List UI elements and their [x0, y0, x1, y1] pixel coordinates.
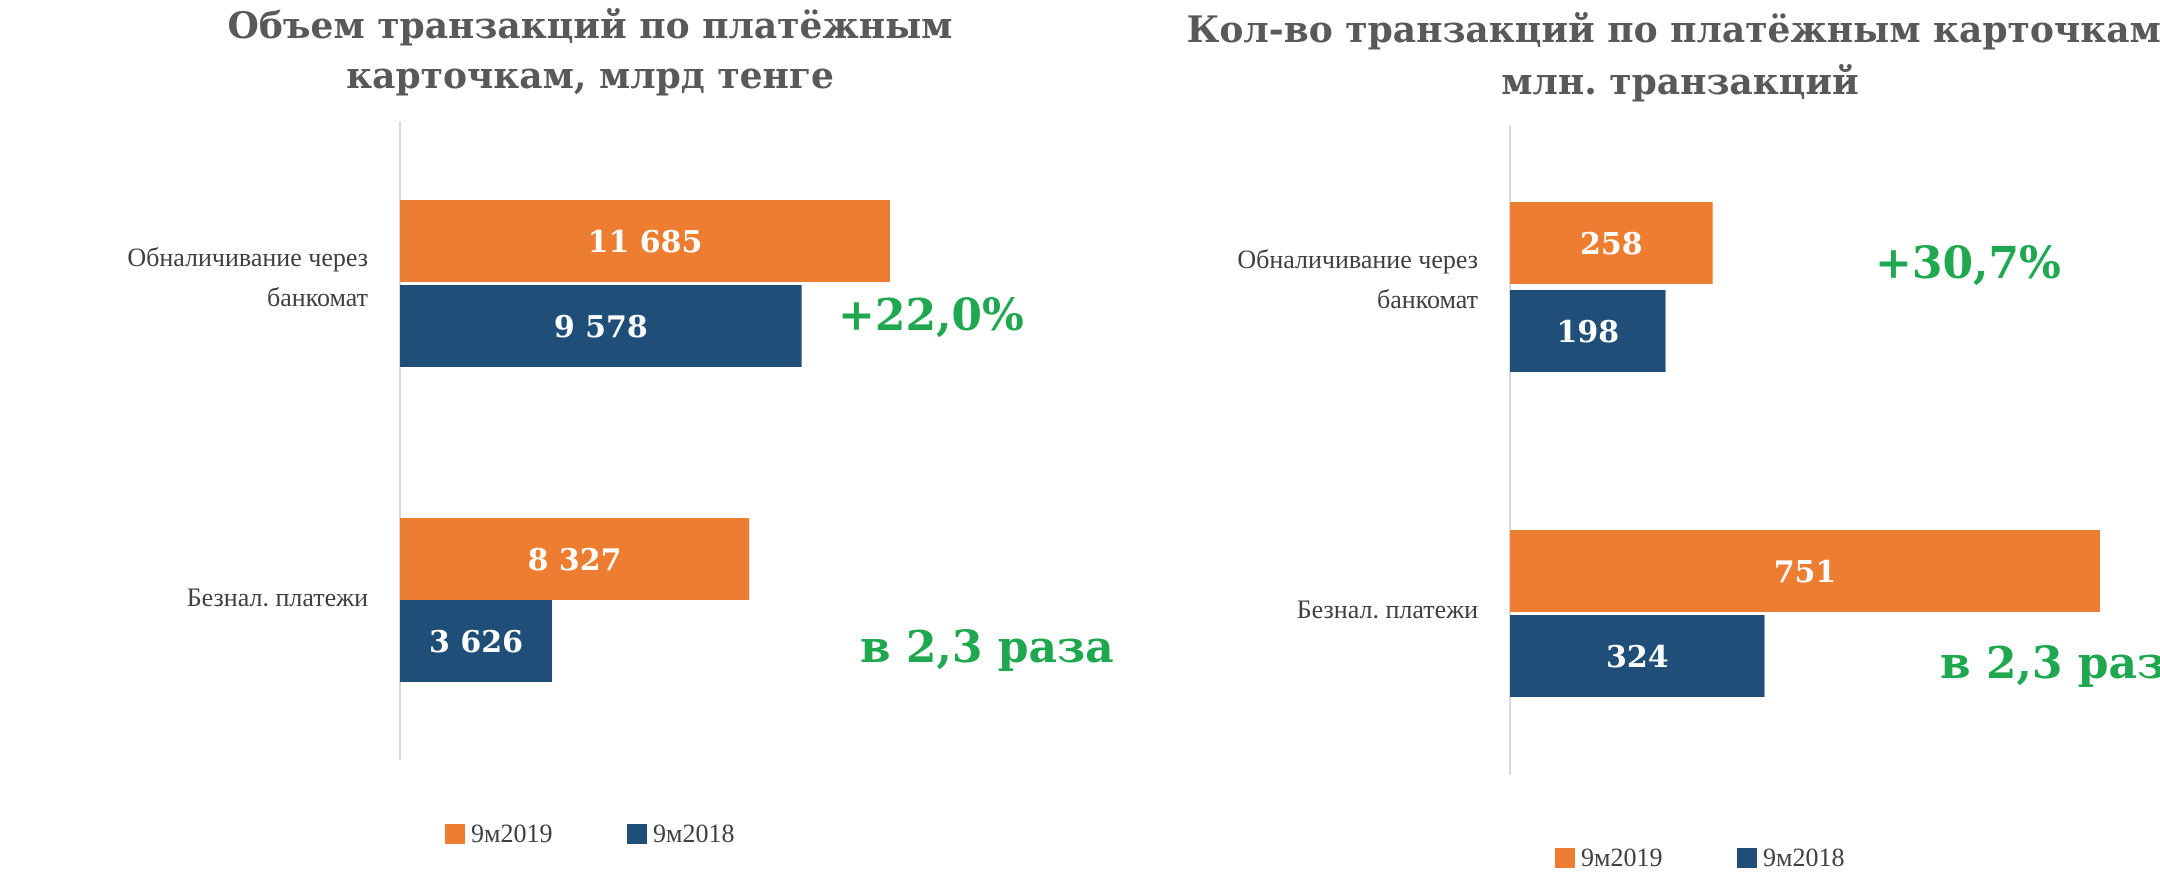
data-label: 198: [1556, 315, 1619, 350]
legend: 9м2019 9м2018: [1555, 843, 1844, 872]
category-label: Обналичивание через: [1237, 245, 1478, 274]
legend: 9м2019 9м2018: [445, 819, 734, 848]
legend-swatch: [1737, 848, 1757, 868]
legend-label: 9м2019: [1581, 843, 1662, 872]
chart-title: млн. транзакций: [1501, 61, 1859, 103]
bar-9м2018-1: [400, 285, 802, 367]
bar-9м2019-1: [1510, 202, 1713, 284]
data-label: 751: [1774, 555, 1837, 590]
growth-annotation: +22,0%: [838, 290, 1024, 341]
chart-title: карточкам, млрд тенге: [346, 55, 834, 97]
chart-title: Объем транзакций по платёжным: [228, 5, 953, 47]
legend-label: 9м2018: [1763, 843, 1844, 872]
data-label: 324: [1606, 640, 1669, 675]
chart-title: Кол-во транзакций по платёжным карточкам…: [1187, 9, 2160, 51]
category-label: Безнал. платежи: [187, 583, 368, 612]
chart-1: Объем транзакций по платёжным карточкам, …: [127, 5, 1113, 848]
data-label: 8 327: [528, 543, 622, 578]
data-label: 258: [1580, 227, 1643, 262]
category-label: Обналичивание через: [127, 243, 368, 272]
legend-label: 9м2019: [471, 819, 552, 848]
category-label: банкомат: [267, 283, 368, 312]
bar-9м2019-2: [400, 518, 750, 600]
legend-swatch: [445, 824, 465, 844]
growth-annotation: в 2,3 раза: [1940, 638, 2160, 689]
bar-9м2018-2: [1510, 615, 1765, 697]
growth-annotation: +30,7%: [1875, 238, 2061, 289]
category-label: банкомат: [1377, 285, 1478, 314]
legend-swatch: [1555, 848, 1575, 868]
data-label: 9 578: [554, 310, 648, 345]
bar-9м2019-1: [400, 200, 890, 282]
chart-2: Кол-во транзакций по платёжным карточкам…: [1187, 9, 2160, 872]
legend-swatch: [627, 824, 647, 844]
bar-9м2018-1: [1510, 290, 1666, 372]
category-label: Безнал. платежи: [1297, 595, 1478, 624]
bar-9м2019-2: [1510, 530, 2100, 612]
bar-9м2018-2: [400, 600, 553, 682]
data-label: 11 685: [588, 225, 703, 260]
growth-annotation: в 2,3 раза: [860, 622, 1114, 673]
data-label: 3 626: [429, 625, 523, 660]
legend-label: 9м2018: [653, 819, 734, 848]
